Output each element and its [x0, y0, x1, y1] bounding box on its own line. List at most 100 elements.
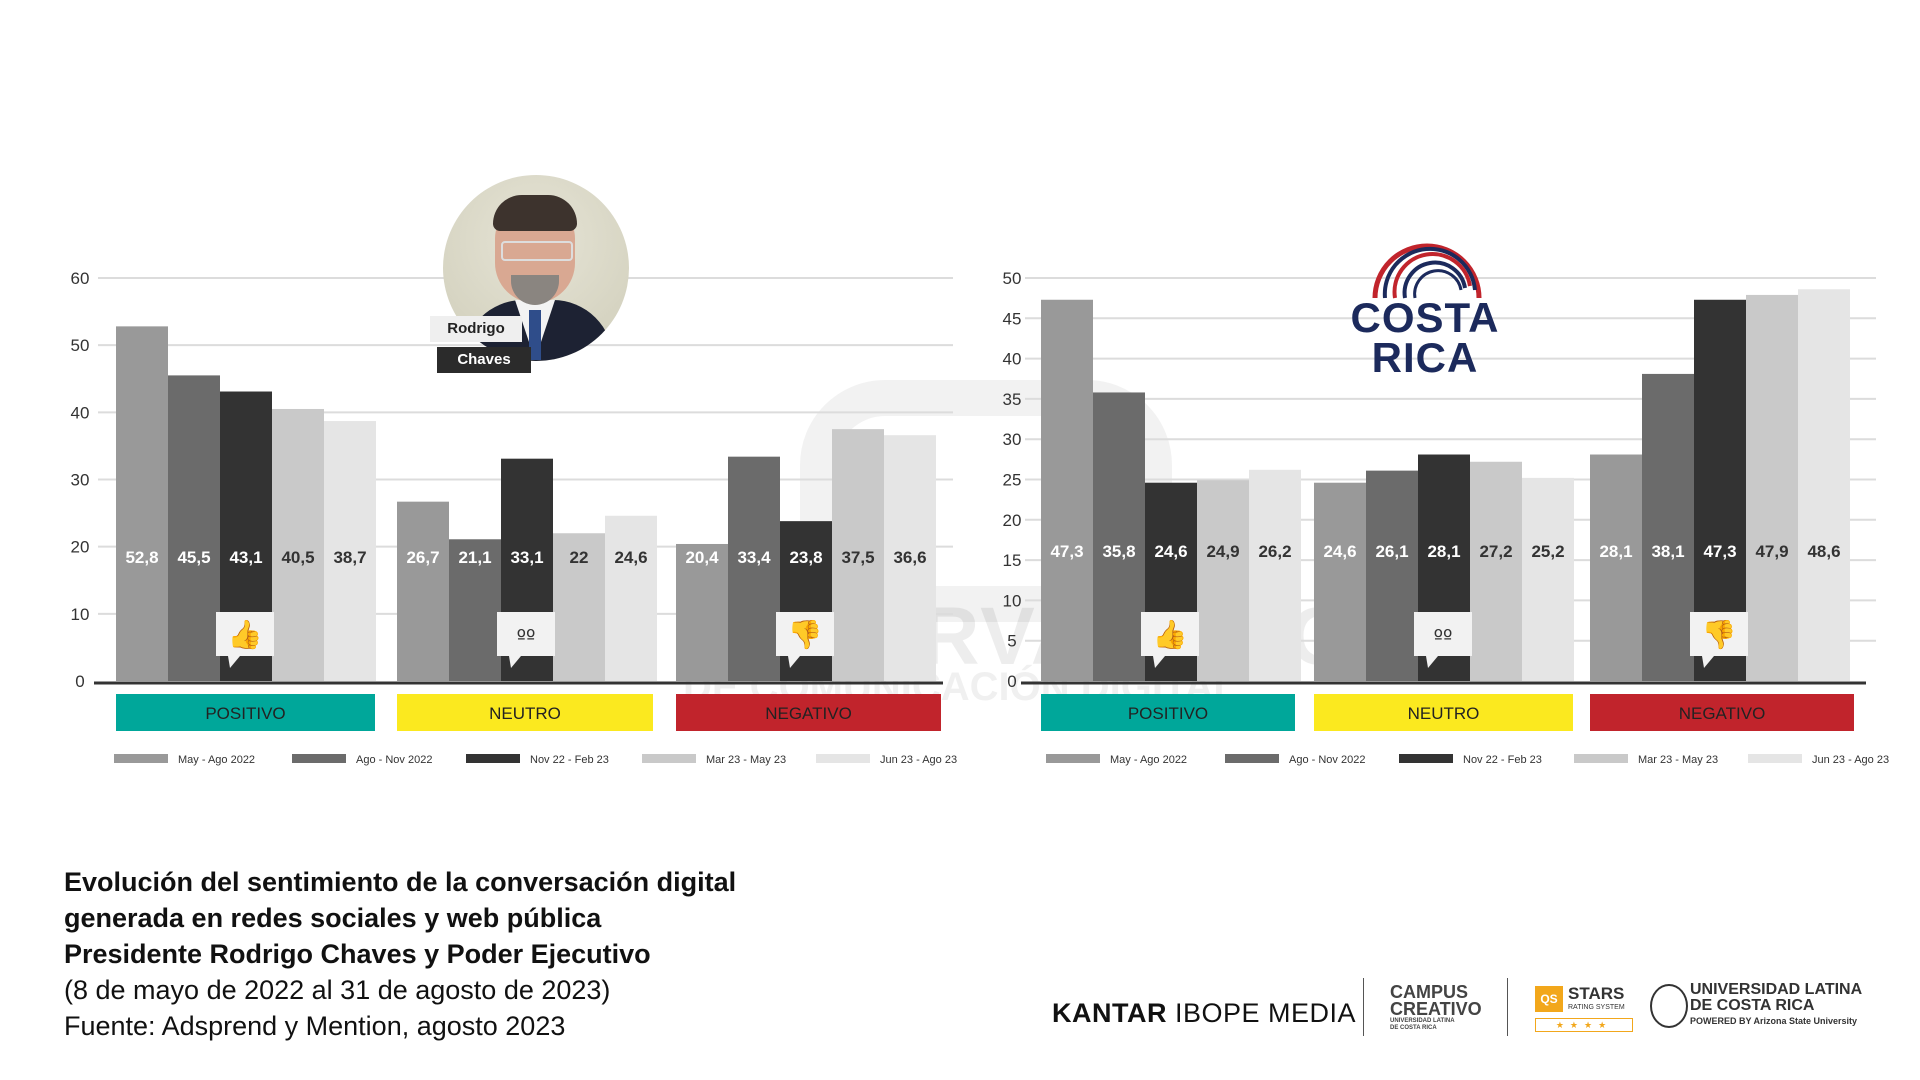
bar	[676, 543, 728, 681]
y-tick-label: 30	[71, 471, 90, 490]
bar	[1798, 289, 1850, 681]
data-label: 28,1	[1427, 542, 1460, 561]
speech-bubble	[216, 612, 274, 656]
bar	[884, 435, 936, 681]
category-label-box	[1314, 694, 1573, 731]
data-label: 28,1	[1599, 542, 1632, 561]
bar	[449, 539, 501, 681]
legend-label: Jun 23 - Ago 23	[880, 754, 957, 766]
speech-bubble	[776, 612, 834, 656]
data-label: 38,1	[1651, 542, 1684, 561]
data-label: 24,6	[1154, 542, 1187, 561]
legend-label: May - Ago 2022	[1110, 754, 1187, 766]
caption-title-line3: Presidente Rodrigo Chaves y Poder Ejecut…	[64, 939, 651, 969]
legend-label: Mar 23 - May 23	[1638, 754, 1718, 766]
y-tick-label: 20	[1003, 511, 1022, 530]
bar	[1590, 454, 1642, 681]
category-label-box	[397, 694, 653, 731]
y-tick-label: 10	[71, 605, 90, 624]
bar	[1522, 477, 1574, 681]
bar	[1470, 461, 1522, 681]
y-tick-label: 30	[1003, 430, 1022, 449]
data-label: 47,3	[1050, 542, 1083, 561]
caption-date-range: (8 de mayo de 2022 al 31 de agosto de 20…	[64, 975, 611, 1005]
y-tick-label: 60	[71, 269, 90, 288]
universidad-latina-logo: UNIVERSIDAD LATINA DE COSTA RICA POWERED B…	[1690, 981, 1863, 1027]
category-label: NEUTRO	[489, 704, 561, 723]
data-label: 23,8	[789, 548, 822, 567]
y-tick-label: 5	[1007, 632, 1016, 651]
y-tick-label: 50	[1003, 269, 1022, 288]
category-label: NEGATIVO	[765, 704, 852, 723]
data-label: 36,6	[893, 548, 926, 567]
caption: Evolución del sentimiento de la conversa…	[64, 864, 736, 1044]
data-label: 35,8	[1102, 542, 1135, 561]
category-label-box	[676, 694, 941, 731]
y-tick-label: 25	[1003, 471, 1022, 490]
bar	[168, 375, 220, 681]
data-label: 24,9	[1206, 542, 1239, 561]
legend-swatch	[1748, 754, 1802, 763]
legend-swatch	[466, 754, 520, 763]
bar	[1366, 470, 1418, 681]
bar	[272, 408, 324, 681]
bar	[1197, 480, 1249, 681]
costa-rica-logo: COSTA RICA	[1345, 228, 1505, 379]
legend-swatch	[1399, 754, 1453, 763]
data-label: 52,8	[125, 548, 158, 567]
y-tick-label: 10	[1003, 591, 1022, 610]
data-label: 25,2	[1531, 542, 1564, 561]
y-tick-label: 15	[1003, 551, 1022, 570]
thumbs-down-icon: 👎	[1702, 618, 1737, 651]
data-label: 45,5	[177, 548, 210, 567]
kantar-ibope-logo: KANTAR IBOPE MEDIA	[1052, 998, 1357, 1028]
legend-swatch	[1046, 754, 1100, 763]
person-last-name: Chaves	[437, 347, 531, 373]
bar	[553, 533, 605, 681]
bar	[832, 429, 884, 681]
costa-rica-arcs-icon	[1372, 243, 1482, 299]
speech-bubble	[1414, 612, 1472, 656]
qs-stars-logo: STARS RATING SYSTEM	[1568, 984, 1625, 1011]
data-label: 43,1	[229, 548, 262, 567]
costa-rica-logo-line1: COSTA	[1350, 294, 1500, 341]
speech-bubble-tail	[228, 656, 240, 668]
data-label: 33,1	[510, 548, 543, 567]
legend-swatch	[816, 754, 870, 763]
bar	[324, 421, 376, 681]
data-label: 26,2	[1258, 542, 1291, 561]
bar	[1314, 482, 1366, 681]
sponsor-logos: KANTAR IBOPE MEDIA CAMPUS CREATIVO UNIVERS…	[1050, 978, 1910, 1038]
star-rating: ★★★★	[1535, 1018, 1633, 1032]
bar	[1249, 469, 1301, 681]
data-label: 48,6	[1807, 542, 1840, 561]
neutral-face-icon: ºº	[517, 625, 536, 649]
category-label-box	[1041, 694, 1295, 731]
bar	[1746, 294, 1798, 681]
category-label: POSITIVO	[1128, 704, 1208, 723]
y-tick-label: 50	[71, 336, 90, 355]
y-tick-label: 40	[71, 403, 90, 422]
divider	[1363, 978, 1364, 1036]
legend-label: Ago - Nov 2022	[1289, 754, 1365, 766]
category-label-box	[1590, 694, 1854, 731]
campus-creativo-logo: CAMPUS CREATIVO UNIVERSIDAD LATINA DE COSTA…	[1390, 982, 1482, 1031]
speech-bubble-tail	[1426, 656, 1438, 668]
thumbs-up-icon: 👍	[1153, 618, 1188, 651]
data-label: 26,7	[406, 548, 439, 567]
qs-logo: QS	[1535, 986, 1563, 1012]
person-first-name: Rodrigo	[430, 316, 522, 342]
legend-swatch	[114, 754, 168, 763]
speech-bubble-tail	[509, 656, 521, 668]
y-tick-label: 35	[1003, 390, 1022, 409]
speech-bubble-tail	[1153, 656, 1165, 668]
y-tick-label: 0	[75, 672, 84, 691]
data-label: 37,5	[841, 548, 874, 567]
legend-label: Nov 22 - Feb 23	[530, 754, 609, 766]
y-tick-label: 40	[1003, 350, 1022, 369]
data-label: 22	[570, 548, 589, 567]
thumbs-down-icon: 👎	[788, 618, 823, 651]
category-label: NEUTRO	[1408, 704, 1480, 723]
data-label: 47,9	[1755, 542, 1788, 561]
